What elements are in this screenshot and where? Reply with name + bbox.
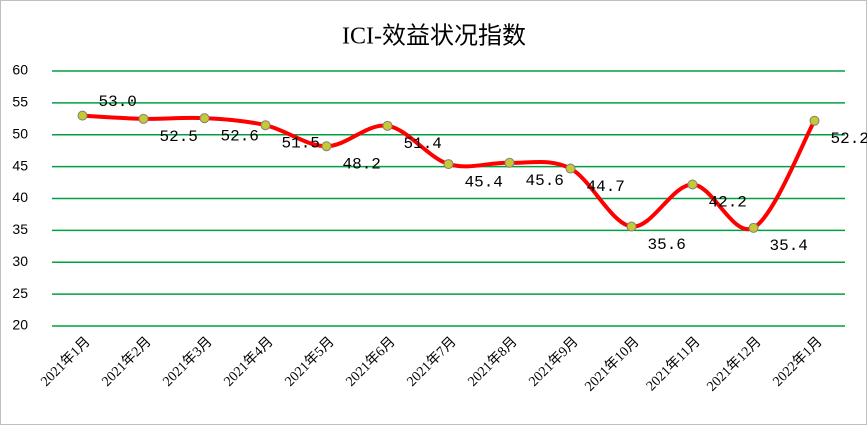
marker: [504, 157, 515, 168]
y-tick-label: 30: [12, 253, 28, 269]
data-label: 52.2: [831, 130, 867, 148]
marker: [687, 179, 698, 190]
marker: [565, 163, 576, 174]
data-label: 52.6: [221, 127, 259, 145]
marker: [382, 120, 393, 131]
y-tick-label: 40: [12, 189, 28, 205]
data-label: 35.6: [648, 236, 686, 254]
y-tick-label: 35: [12, 221, 28, 237]
data-label: 45.4: [465, 173, 503, 191]
data-label: 42.2: [709, 194, 747, 212]
data-label: 45.6: [526, 172, 564, 190]
marker: [77, 110, 88, 121]
data-label: 48.2: [343, 155, 381, 173]
marker: [443, 159, 454, 170]
y-tick-label: 50: [12, 125, 28, 141]
data-label: 53.0: [99, 93, 137, 111]
marker: [321, 141, 332, 152]
y-tick-label: 60: [12, 62, 28, 78]
y-tick-label: 25: [12, 285, 28, 301]
marker: [626, 221, 637, 232]
data-label: 35.4: [770, 237, 808, 255]
y-tick-label: 45: [12, 157, 28, 173]
marker: [199, 113, 210, 124]
marker: [260, 120, 271, 131]
y-tick-label: 55: [12, 94, 28, 110]
marker: [748, 222, 759, 233]
chart-title: ICI-效益状况指数: [342, 23, 526, 50]
data-label: 51.4: [404, 135, 442, 153]
series-line: [82, 113, 817, 232]
marker: [138, 113, 149, 124]
y-tick-label: 20: [12, 317, 28, 333]
marker: [809, 115, 820, 126]
data-label: 51.5: [282, 134, 320, 152]
data-label: 52.5: [160, 128, 198, 146]
data-label: 44.7: [587, 178, 625, 196]
